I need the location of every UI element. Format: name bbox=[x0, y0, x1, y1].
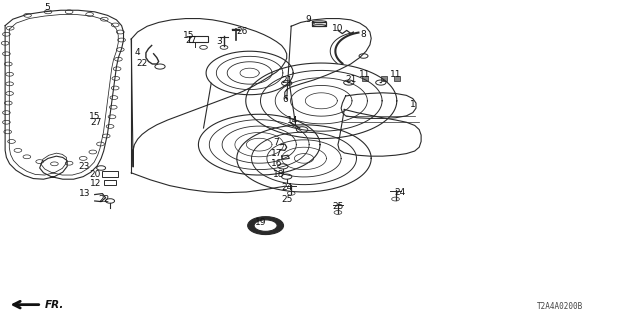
Text: 10: 10 bbox=[332, 24, 344, 33]
Bar bbox=[102, 171, 118, 177]
Text: 20: 20 bbox=[89, 170, 100, 179]
Text: 21: 21 bbox=[281, 76, 292, 85]
Text: 1: 1 bbox=[410, 100, 415, 109]
Text: 9: 9 bbox=[306, 15, 311, 24]
Text: 25: 25 bbox=[332, 202, 344, 211]
Circle shape bbox=[380, 82, 382, 83]
Text: 3: 3 bbox=[216, 37, 221, 46]
Text: 7: 7 bbox=[274, 138, 279, 147]
Text: 8: 8 bbox=[361, 30, 366, 39]
Bar bbox=[381, 76, 387, 81]
Text: 15: 15 bbox=[89, 112, 100, 121]
Text: 19: 19 bbox=[255, 218, 267, 227]
Circle shape bbox=[348, 82, 350, 83]
Bar bbox=[104, 180, 116, 185]
Text: 16: 16 bbox=[271, 159, 282, 168]
Text: 4: 4 bbox=[135, 48, 140, 57]
Text: FR.: FR. bbox=[45, 300, 64, 310]
Text: 6: 6 bbox=[282, 95, 287, 104]
Text: 17: 17 bbox=[271, 149, 282, 158]
Text: T2A4A0200B: T2A4A0200B bbox=[537, 302, 583, 311]
Text: 22: 22 bbox=[136, 60, 148, 68]
Text: 21: 21 bbox=[345, 76, 356, 84]
Text: 5: 5 bbox=[44, 4, 49, 12]
Text: 23: 23 bbox=[79, 162, 90, 171]
Text: 25: 25 bbox=[281, 195, 292, 204]
Text: 22: 22 bbox=[98, 195, 109, 204]
Text: 27: 27 bbox=[90, 118, 102, 127]
Text: 27: 27 bbox=[185, 36, 196, 45]
Text: 26: 26 bbox=[236, 28, 248, 36]
Text: 15: 15 bbox=[183, 31, 195, 40]
Text: 11: 11 bbox=[359, 70, 371, 79]
Text: 12: 12 bbox=[90, 179, 102, 188]
Text: 24: 24 bbox=[281, 183, 292, 192]
Text: 11: 11 bbox=[390, 70, 401, 79]
Text: 14: 14 bbox=[287, 116, 299, 125]
Text: 18: 18 bbox=[273, 170, 284, 179]
Text: 13: 13 bbox=[79, 189, 90, 198]
Bar bbox=[189, 36, 208, 42]
Bar bbox=[394, 76, 400, 81]
Text: 24: 24 bbox=[394, 188, 406, 197]
Bar bbox=[362, 76, 368, 81]
